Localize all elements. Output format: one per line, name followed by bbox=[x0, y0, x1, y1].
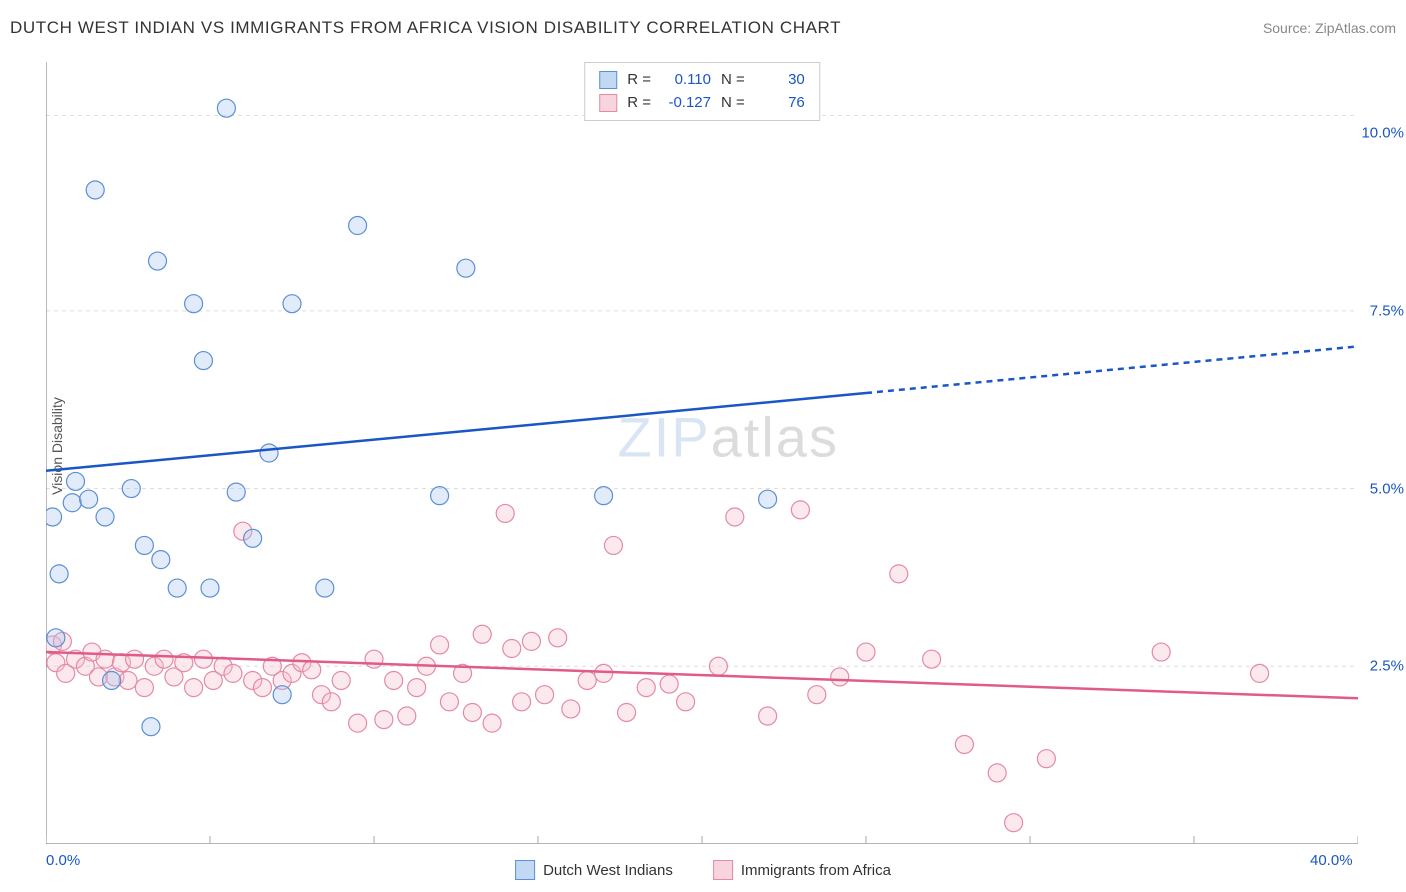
x-axis-max-label: 40.0% bbox=[1310, 852, 1353, 869]
r-label-1: R = bbox=[627, 92, 651, 115]
chart-title: DUTCH WEST INDIAN VS IMMIGRANTS FROM AFR… bbox=[10, 18, 841, 38]
legend-swatch-blue bbox=[515, 860, 535, 880]
scatter-chart-svg bbox=[46, 62, 1358, 844]
legend-item-0: Dutch West Indians bbox=[515, 860, 673, 880]
series-legend: Dutch West Indians Immigrants from Afric… bbox=[515, 860, 891, 880]
n-value-0: 30 bbox=[755, 69, 805, 92]
y-tick-label: 10.0% bbox=[1361, 125, 1404, 142]
source-prefix: Source: bbox=[1263, 20, 1315, 36]
stats-row-series-0: R = 0.110 N = 30 bbox=[599, 69, 805, 92]
stats-row-series-1: R = -0.127 N = 76 bbox=[599, 92, 805, 115]
y-tick-label: 5.0% bbox=[1370, 480, 1404, 497]
y-tick-label: 2.5% bbox=[1370, 658, 1404, 675]
stats-swatch-pink bbox=[599, 94, 617, 112]
y-tick-label: 7.5% bbox=[1370, 302, 1404, 319]
plot-area: R = 0.110 N = 30 R = -0.127 N = 76 ZIPat… bbox=[46, 62, 1358, 844]
r-value-1: -0.127 bbox=[661, 92, 711, 115]
n-label-0: N = bbox=[721, 69, 745, 92]
x-axis-min-label: 0.0% bbox=[46, 852, 80, 869]
legend-swatch-pink bbox=[713, 860, 733, 880]
legend-label-0: Dutch West Indians bbox=[543, 862, 673, 879]
n-value-1: 76 bbox=[755, 92, 805, 115]
r-value-0: 0.110 bbox=[661, 69, 711, 92]
stats-swatch-blue bbox=[599, 71, 617, 89]
chart-source: Source: ZipAtlas.com bbox=[1263, 20, 1396, 36]
correlation-stats-box: R = 0.110 N = 30 R = -0.127 N = 76 bbox=[584, 62, 820, 121]
legend-label-1: Immigrants from Africa bbox=[741, 862, 891, 879]
source-link[interactable]: ZipAtlas.com bbox=[1315, 20, 1396, 36]
legend-item-1: Immigrants from Africa bbox=[713, 860, 891, 880]
r-label-0: R = bbox=[627, 69, 651, 92]
chart-header: DUTCH WEST INDIAN VS IMMIGRANTS FROM AFR… bbox=[10, 18, 1396, 38]
n-label-1: N = bbox=[721, 92, 745, 115]
